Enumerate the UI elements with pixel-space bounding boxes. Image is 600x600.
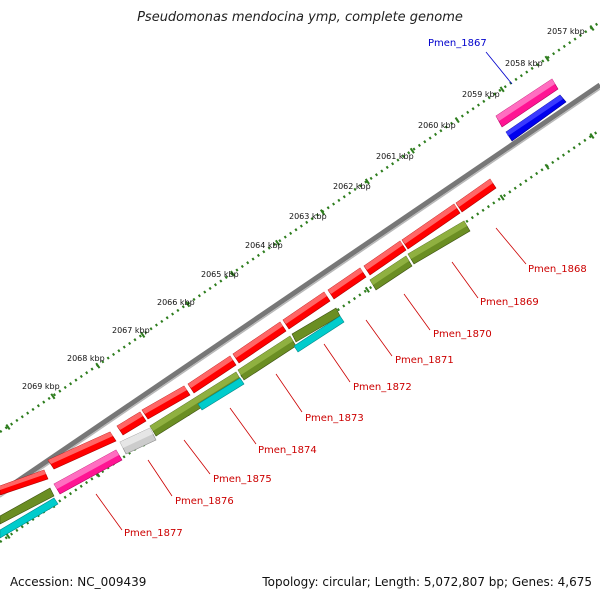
- inner-tick-8: [364, 286, 370, 293]
- gene-labels: Pmen_1867 Pmen_1868 Pmen_1869 Pmen_1870 …: [124, 38, 587, 539]
- outer-tick-9: [409, 147, 415, 154]
- kbp-labels: 2057 kbp 2058 kbp 2059 kbp 2060 kbp 2061…: [22, 27, 585, 391]
- gene-label-pmen-1874[interactable]: Pmen_1874: [258, 445, 317, 456]
- face-red-6: [233, 322, 283, 358]
- kbp-label-2068: 2068 kbp: [67, 354, 105, 363]
- gene-label-pmen-1867[interactable]: Pmen_1867: [428, 38, 487, 49]
- outer-tick-13: [589, 24, 595, 32]
- face-olive-1: [408, 221, 467, 259]
- kbp-label-2057: 2057 kbp: [547, 27, 585, 36]
- face-red-11: [0, 470, 46, 490]
- outer-tick-7: [319, 209, 325, 216]
- gene-label-pmen-1872[interactable]: Pmen_1872: [353, 382, 412, 393]
- gene-label-pmen-1870[interactable]: Pmen_1870: [433, 329, 492, 340]
- outer-tick-4: [185, 301, 191, 308]
- face-red-7: [188, 356, 233, 388]
- face-olive-4: [238, 336, 293, 375]
- face-red-9: [117, 412, 143, 430]
- outer-tick-10: [454, 117, 460, 124]
- gene-label-leaders: [95, 51, 527, 531]
- forward-genes: [0, 78, 567, 496]
- outer-tick-12: [544, 55, 550, 62]
- outer-tick-0: [5, 423, 11, 431]
- gene-cyan-1[interactable]: [293, 315, 345, 353]
- kbp-label-2067: 2067 kbp: [112, 326, 150, 335]
- kbp-label-2062: 2062 kbp: [333, 182, 371, 191]
- gene-label-pmen-1875[interactable]: Pmen_1875: [213, 474, 272, 485]
- outer-major-ticks: [5, 24, 595, 431]
- face-red-3: [364, 241, 403, 270]
- gene-label-pmen-1877[interactable]: Pmen_1877: [124, 528, 183, 539]
- kbp-label-2060: 2060 kbp: [418, 121, 456, 130]
- kbp-label-2064: 2064 kbp: [245, 241, 283, 250]
- gene-olive-6[interactable]: [0, 487, 55, 525]
- face-red-10: [48, 432, 113, 464]
- face-olive-5: [150, 372, 239, 431]
- face-grey: [120, 428, 153, 448]
- gene-pmen-1867-face: [506, 95, 563, 136]
- genome-backbone: [0, 82, 600, 498]
- gene-magenta-topright-face: [496, 79, 555, 121]
- face-red-1: [456, 179, 493, 207]
- gene-label-pmen-1871[interactable]: Pmen_1871: [395, 355, 454, 366]
- kbp-label-2065: 2065 kbp: [201, 270, 239, 279]
- face-red-2: [402, 204, 457, 244]
- reverse-genes: [0, 220, 471, 539]
- inner-tick-0: [5, 532, 11, 540]
- kbp-label-2069: 2069 kbp: [22, 382, 60, 391]
- inner-tick-12: [544, 163, 550, 170]
- outer-tick-6: [275, 239, 281, 246]
- face-red-4: [328, 268, 363, 294]
- outer-scale-track: [0, 20, 600, 434]
- gene-cyan-3[interactable]: [0, 497, 59, 539]
- outer-tick-1: [50, 393, 56, 400]
- gene-cyan-2[interactable]: [197, 377, 245, 411]
- gene-label-pmen-1868[interactable]: Pmen_1868: [528, 264, 587, 275]
- face-olive-2: [370, 256, 409, 285]
- gene-label-pmen-1873[interactable]: Pmen_1873: [305, 413, 364, 424]
- gene-label-pmen-1876[interactable]: Pmen_1876: [175, 496, 234, 507]
- outer-tick-8: [364, 178, 370, 185]
- topology-info-text: Topology: circular; Length: 5,072,807 bp…: [262, 575, 592, 589]
- inner-tick-11: [499, 194, 505, 201]
- accession-text: Accession: NC_009439: [10, 575, 147, 589]
- outer-tick-11: [499, 86, 505, 93]
- gene-label-pmen-1869[interactable]: Pmen_1869: [480, 297, 539, 308]
- face-magenta-bottom: [54, 450, 119, 489]
- inner-tick-13: [589, 132, 595, 140]
- kbp-label-2059: 2059 kbp: [462, 90, 500, 99]
- kbp-label-2063: 2063 kbp: [289, 212, 327, 221]
- kbp-label-2066: 2066 kbp: [157, 298, 195, 307]
- kbp-label-2058: 2058 kbp: [505, 59, 543, 68]
- outer-tick-3: [140, 331, 146, 338]
- outer-tick-5: [230, 270, 236, 277]
- face-red-5: [283, 292, 327, 324]
- outer-tick-2: [95, 362, 101, 369]
- map-title: Pseudomonas mendocina ymp, complete geno…: [137, 10, 463, 25]
- face-red-8: [142, 386, 187, 414]
- kbp-label-2061: 2061 kbp: [376, 152, 414, 161]
